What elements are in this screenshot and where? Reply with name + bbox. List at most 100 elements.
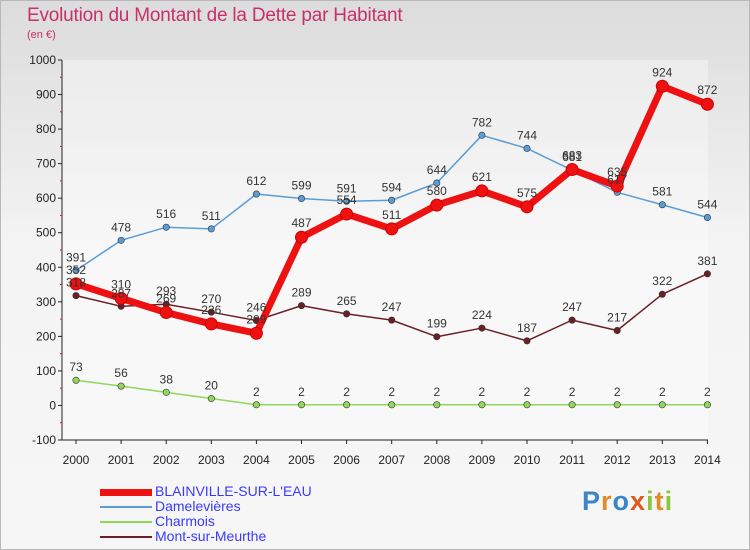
logo-letter: P — [582, 486, 602, 516]
legend-swatch-blainville — [100, 489, 152, 496]
x-tick-label: 2002 — [153, 453, 180, 467]
data-point — [252, 190, 260, 198]
data-label: 352 — [66, 263, 86, 277]
data-label: 2 — [659, 385, 666, 399]
data-label: 246 — [246, 300, 266, 314]
data-point — [117, 236, 125, 244]
x-tick-label: 2004 — [243, 453, 270, 467]
data-point — [523, 337, 531, 345]
data-point — [568, 316, 576, 324]
data-label: 621 — [472, 170, 492, 184]
data-point — [655, 79, 669, 93]
legend-swatch-charmois — [100, 521, 152, 523]
data-point — [478, 401, 486, 409]
data-point — [343, 197, 351, 205]
data-label: 2 — [388, 385, 395, 399]
x-tick-label: 2013 — [649, 453, 676, 467]
logo-letter: t — [654, 486, 665, 516]
y-tick-label: 100 — [36, 364, 56, 378]
data-label: 310 — [111, 277, 131, 291]
data-point — [475, 184, 489, 198]
data-label: 2 — [524, 385, 531, 399]
data-label: 199 — [427, 317, 447, 331]
data-point — [388, 316, 396, 324]
y-tick-label: 400 — [36, 260, 56, 274]
data-label: 247 — [562, 300, 582, 314]
data-point — [658, 401, 666, 409]
chart-subtitle: (en €) — [27, 29, 56, 41]
data-label: 644 — [427, 163, 447, 177]
data-point — [433, 401, 441, 409]
plot-area — [62, 60, 708, 440]
data-label: 38 — [160, 372, 174, 386]
chart-title: Evolution du Montant de la Dette par Hab… — [27, 5, 403, 26]
data-label: 2 — [298, 385, 305, 399]
data-label: 478 — [111, 220, 131, 234]
data-label: 293 — [156, 284, 176, 298]
data-label: 391 — [66, 250, 86, 264]
data-label: 270 — [201, 292, 221, 306]
y-tick-label: -100 — [32, 433, 56, 447]
data-label: 872 — [697, 83, 717, 97]
data-point — [252, 401, 260, 409]
y-tick-label: 800 — [36, 122, 56, 136]
x-tick-label: 2001 — [108, 453, 135, 467]
data-label: 247 — [382, 300, 402, 314]
data-label: 782 — [472, 115, 492, 129]
data-label: 511 — [202, 209, 221, 223]
data-label: 681 — [562, 150, 582, 164]
data-point — [703, 214, 711, 222]
data-point — [297, 195, 305, 203]
x-tick-label: 2006 — [333, 453, 360, 467]
data-point — [523, 144, 531, 152]
data-point — [700, 97, 714, 111]
data-point — [72, 292, 80, 300]
data-point — [114, 291, 128, 305]
data-point — [613, 401, 621, 409]
data-label: 2 — [704, 385, 711, 399]
legend-swatch-mont-sur-meurthe — [100, 536, 152, 538]
data-label: 56 — [114, 366, 128, 380]
data-label: 554 — [337, 193, 357, 207]
data-label: 289 — [291, 286, 311, 300]
data-point — [430, 198, 444, 212]
data-label: 2 — [343, 385, 350, 399]
data-point — [523, 401, 531, 409]
data-label: 2 — [569, 385, 576, 399]
data-point — [433, 333, 441, 341]
data-point — [343, 401, 351, 409]
data-point — [297, 401, 305, 409]
data-label: 236 — [201, 303, 221, 317]
data-point — [207, 308, 215, 316]
data-label: 612 — [246, 174, 266, 188]
legend-label-charmois: Charmois — [155, 513, 215, 529]
data-label: 20 — [205, 379, 219, 393]
data-point — [72, 266, 80, 274]
data-label: 683 — [562, 149, 582, 163]
data-point — [658, 201, 666, 209]
data-label: 2 — [253, 385, 260, 399]
data-label: 581 — [652, 185, 672, 199]
data-point — [520, 200, 534, 214]
data-label: 217 — [607, 310, 627, 324]
data-point — [295, 230, 308, 244]
x-tick-label: 2000 — [63, 453, 90, 467]
data-label: 381 — [697, 254, 717, 268]
data-point — [207, 225, 215, 233]
data-point — [388, 196, 396, 204]
data-point — [613, 326, 621, 334]
logo-letter: i — [664, 486, 674, 516]
data-label: 287 — [111, 286, 131, 300]
data-point — [117, 382, 125, 390]
data-point — [162, 388, 170, 396]
data-label: 2 — [614, 385, 621, 399]
data-label: 516 — [156, 207, 176, 221]
data-label: 209 — [246, 312, 266, 326]
data-label: 924 — [652, 65, 672, 79]
data-label: 511 — [382, 208, 401, 222]
data-point — [340, 207, 354, 221]
data-point — [207, 395, 215, 403]
data-label: 2 — [433, 385, 440, 399]
proxiti-logo: Proxiti — [582, 486, 673, 517]
